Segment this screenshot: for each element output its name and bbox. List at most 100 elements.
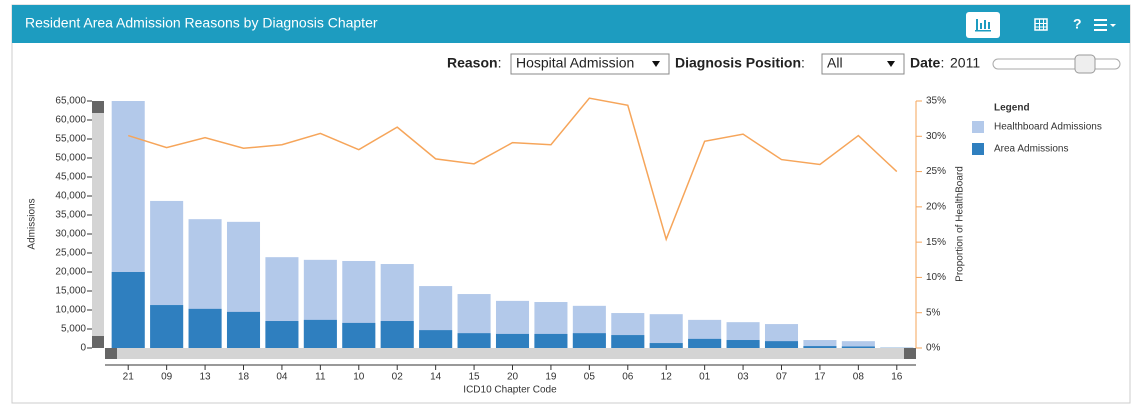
y2-tick-label: 35%: [926, 96, 946, 107]
y-tick-label: 25,000: [55, 248, 86, 259]
x-tick-label: 02: [392, 372, 404, 383]
legend-swatch: [972, 121, 984, 133]
y-tick-label: 5,000: [61, 324, 86, 335]
x-tick-label: 09: [161, 372, 173, 383]
x-tick-label: 18: [238, 372, 250, 383]
y-scroll[interactable]: [92, 101, 104, 348]
table-view-button[interactable]: [1034, 18, 1048, 31]
y-tick-label: 65,000: [55, 96, 86, 107]
bar: [688, 338, 722, 348]
y2-tick-label: 0%: [926, 343, 941, 354]
bar: [803, 346, 837, 348]
bar: [649, 343, 683, 348]
bar: [726, 340, 760, 348]
bar: [649, 314, 683, 348]
legend-label: Area Admissions: [994, 144, 1068, 155]
x-tick-label: 21: [123, 372, 135, 383]
bar: [764, 341, 799, 348]
reason-select[interactable]: [510, 53, 670, 75]
x-tick-label: 19: [545, 372, 557, 383]
bar: [572, 333, 606, 348]
y2-tick-label: 20%: [926, 201, 946, 212]
bar: [150, 305, 184, 348]
y-tick-label: 15,000: [55, 286, 86, 297]
scroll-cap: [904, 348, 916, 359]
proportion-line: [127, 97, 898, 242]
x-tick-label: 01: [699, 372, 711, 383]
x-tick-label: 12: [661, 372, 673, 383]
bar: [803, 340, 837, 348]
date-slider[interactable]: [992, 58, 1121, 70]
y2-tick-label: 30%: [926, 131, 946, 142]
menu-button[interactable]: [1094, 19, 1116, 31]
y-tick-label: 50,000: [55, 153, 86, 164]
dropdown-arrow: [887, 61, 895, 67]
y-tick-label: 35,000: [55, 210, 86, 221]
y-tick-label: 0: [80, 343, 86, 354]
y-tick-label: 20,000: [55, 267, 86, 278]
x-tick-label: 04: [276, 372, 288, 383]
bar: [495, 333, 530, 348]
scroll-cap: [92, 101, 104, 113]
position-select[interactable]: [821, 53, 905, 75]
y-tick-label: 10,000: [55, 305, 86, 316]
colon: :: [941, 55, 945, 71]
x-tick-label: 14: [430, 372, 442, 383]
x-tick-label: 10: [353, 372, 365, 383]
bar: [265, 321, 299, 348]
chart-icon: [975, 19, 991, 32]
bar: [534, 333, 568, 348]
y-tick-label: 60,000: [55, 115, 86, 126]
bar: [303, 319, 337, 348]
y-tick-label: 40,000: [55, 191, 86, 202]
x-tick-label: 11: [315, 372, 326, 383]
legend-title: Legend: [994, 103, 1030, 114]
bar: [188, 308, 222, 348]
scroll-cap: [105, 348, 117, 359]
bar: [841, 346, 875, 348]
bar: [419, 330, 453, 348]
x-tick-label: 17: [814, 372, 826, 383]
x-tick-label: 13: [200, 372, 212, 383]
colon: :: [498, 55, 502, 71]
position-value: All: [827, 55, 843, 71]
bar: [111, 272, 145, 348]
header-bar: [12, 5, 1130, 43]
bar: [342, 322, 376, 348]
chart-view-button[interactable]: [966, 12, 1000, 38]
bar: [457, 333, 491, 348]
bar: [380, 321, 414, 348]
x-tick-label: 06: [622, 372, 634, 383]
x-axis-label: ICD10 Chapter Code: [463, 385, 557, 396]
slider-handle[interactable]: [1074, 54, 1096, 74]
x-tick-label: 15: [469, 372, 481, 383]
x-tick-label: 05: [584, 372, 596, 383]
x-tick-label: 08: [853, 372, 865, 383]
colon: :: [801, 55, 805, 71]
bar: [611, 335, 645, 348]
legend-label: Healthboard Admissions: [994, 122, 1102, 133]
y-tick-label: 45,000: [55, 172, 86, 183]
y2-tick-label: 15%: [926, 237, 946, 248]
x-scroll[interactable]: [105, 348, 916, 359]
x-tick-label: 20: [507, 372, 519, 383]
scroll-cap: [92, 336, 104, 348]
y-axis-label: Admissions: [27, 198, 38, 249]
y2-tick-label: 25%: [926, 166, 946, 177]
x-tick-label: 16: [891, 372, 903, 383]
y2-axis-label: Proportion of HealthBoard: [955, 166, 966, 282]
position-label: Diagnosis Position: [675, 55, 801, 71]
x-tick-label: 03: [738, 372, 750, 383]
legend-swatch: [972, 143, 984, 155]
bar: [226, 311, 261, 348]
help-button[interactable]: ?: [1073, 16, 1082, 32]
y2-tick-label: 10%: [926, 272, 946, 283]
y2-tick-label: 5%: [926, 307, 941, 318]
reason-value: Hospital Admission: [516, 55, 634, 71]
y-tick-label: 30,000: [55, 229, 86, 240]
date-label: Date: [910, 55, 941, 71]
header-title: Resident Area Admission Reasons by Diagn…: [25, 15, 378, 31]
x-tick-label: 07: [776, 372, 788, 383]
reason-label: Reason: [447, 55, 498, 71]
